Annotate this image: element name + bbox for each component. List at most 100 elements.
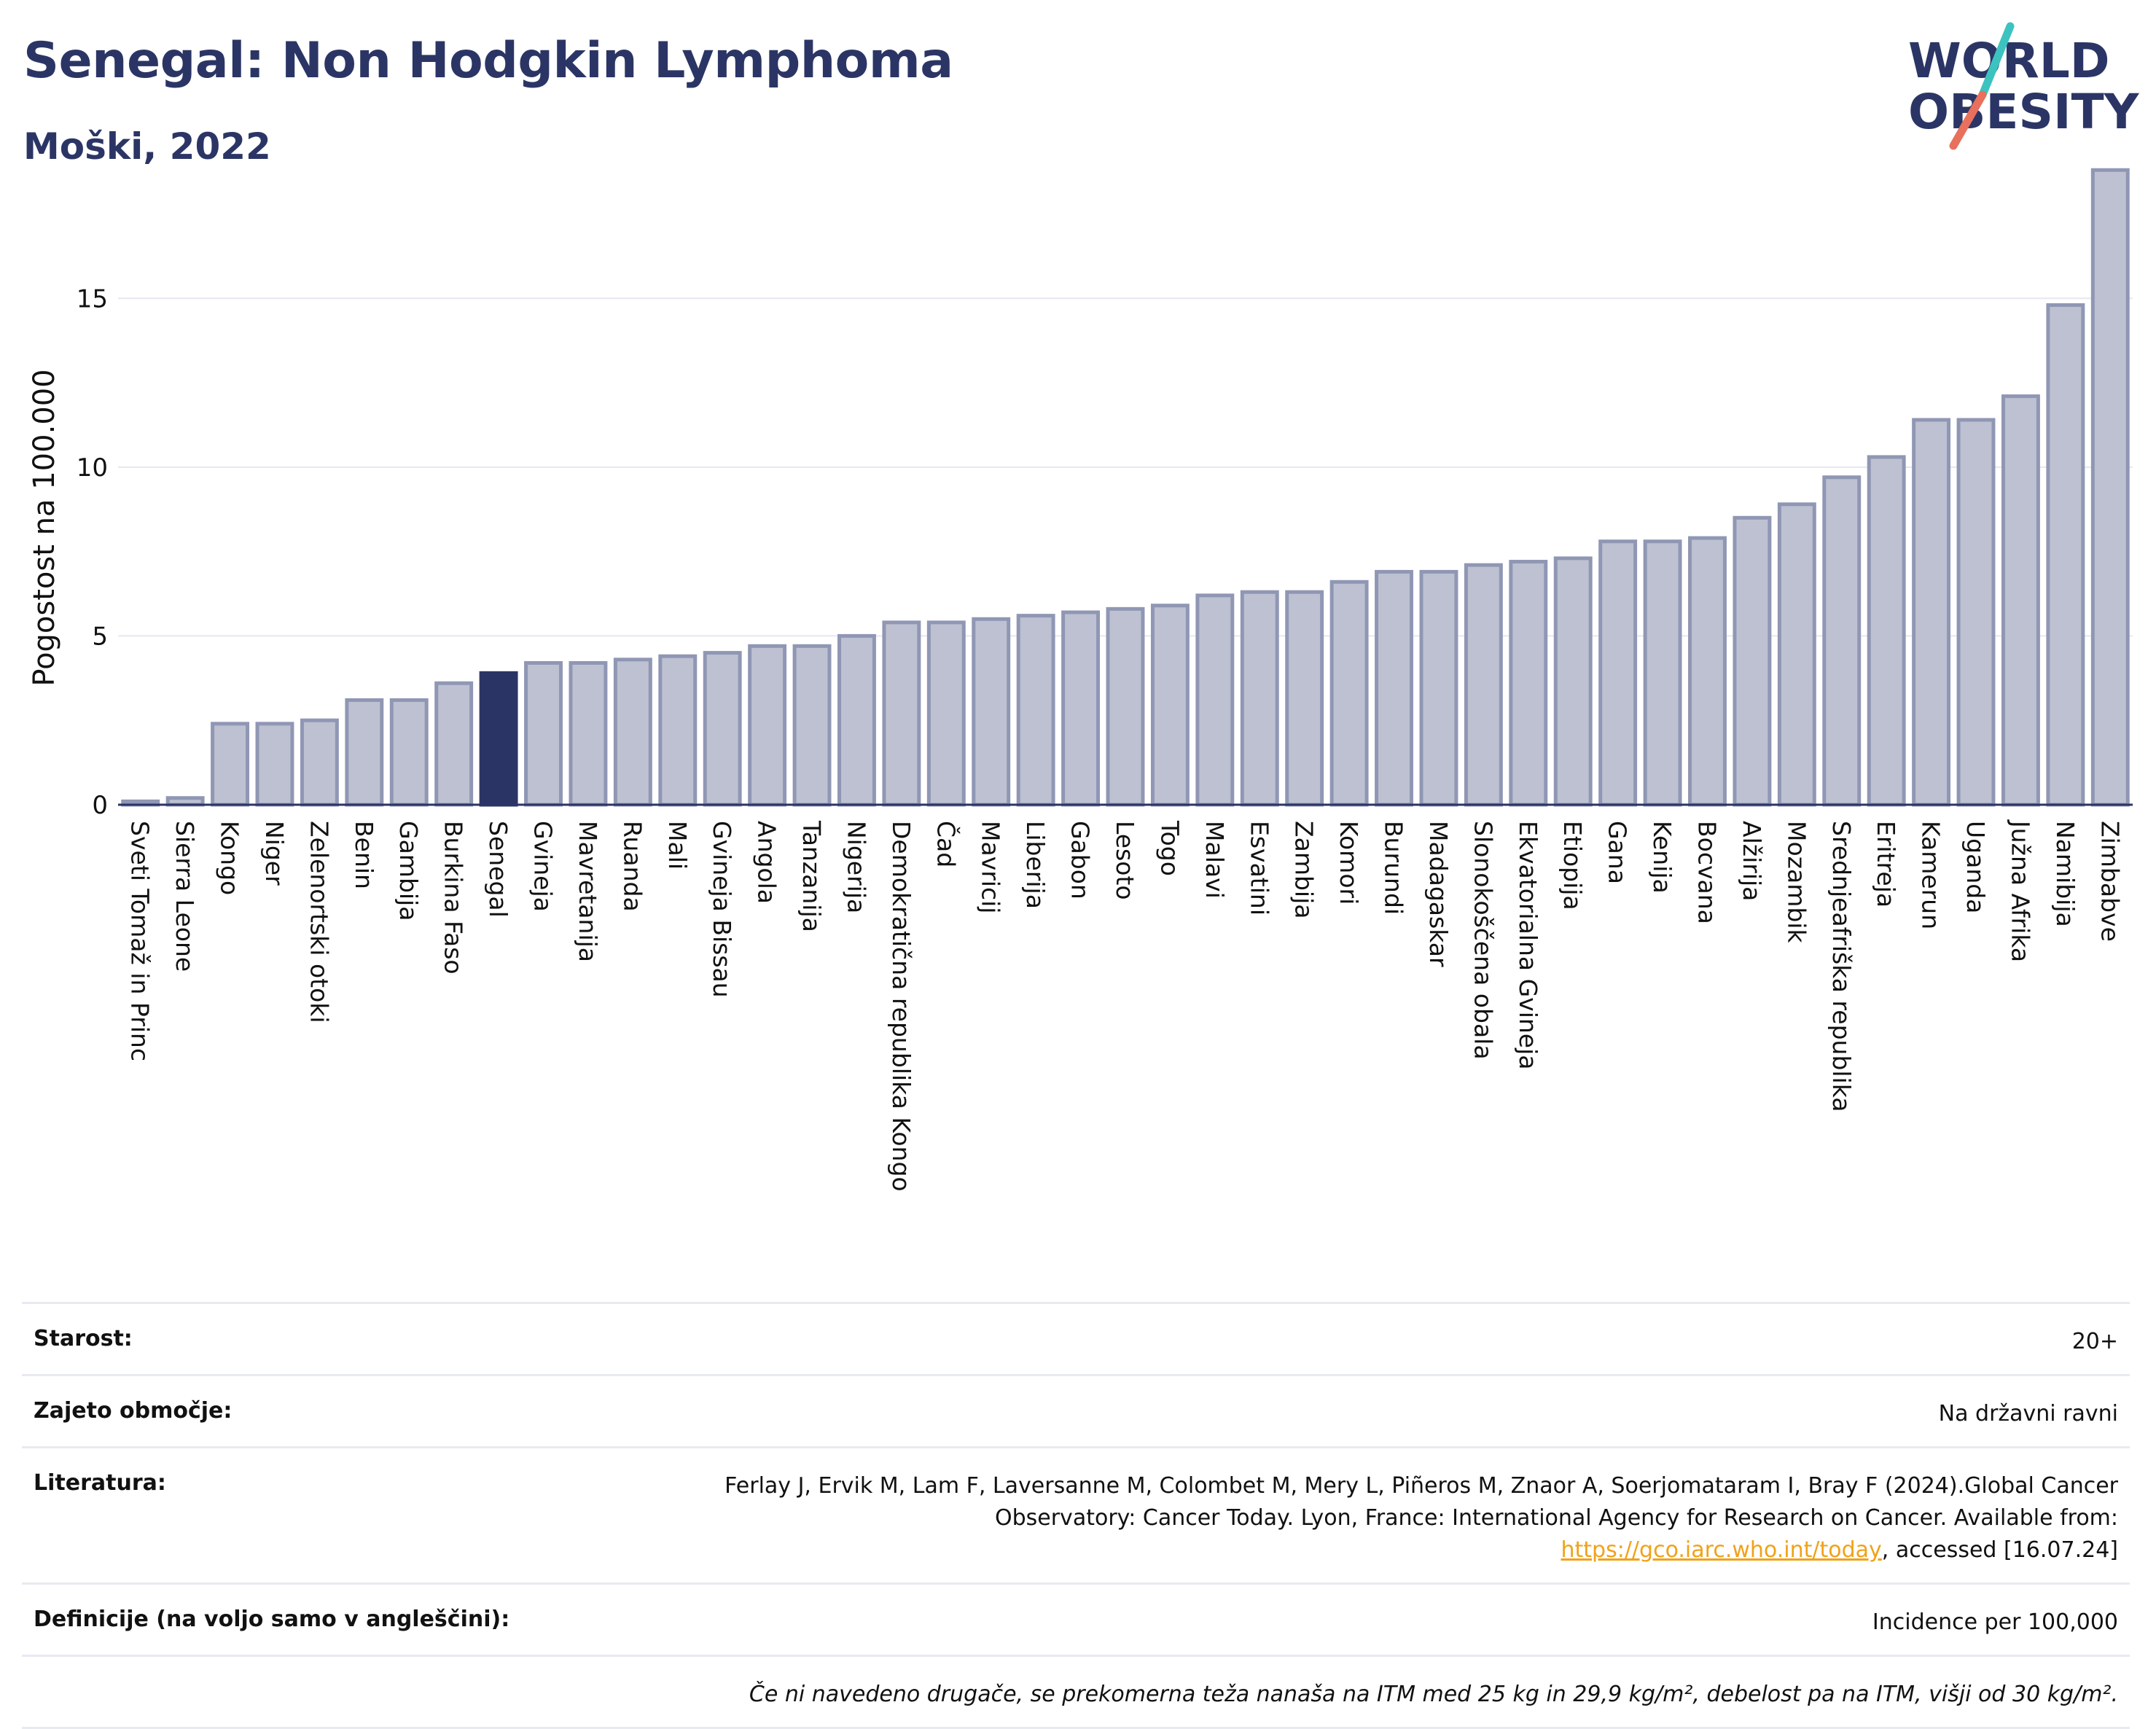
info-row-note: Če ni navedeno drugače, se prekomerna te…	[22, 1655, 2130, 1729]
bar-malavi[interactable]	[1195, 593, 1235, 807]
bar-burkina-faso[interactable]	[434, 681, 474, 807]
x-tick-label: Južna Afrika	[2006, 819, 2034, 962]
bar-komori[interactable]	[1329, 579, 1369, 807]
bar-eritreja[interactable]	[1867, 455, 1906, 807]
logo-slash-red	[1949, 90, 1987, 150]
x-tick-label: Demokratična republika Kongo	[887, 821, 915, 1192]
x-tick-label: Malavi	[1200, 821, 1229, 899]
world-obesity-logo: WORLD OBESITY	[1908, 22, 2140, 150]
bar-mavretanija[interactable]	[569, 660, 608, 807]
y-tick-label: 10	[77, 453, 108, 483]
bar-gambija[interactable]	[389, 698, 429, 807]
y-tick-label: 0	[92, 791, 108, 820]
bar-gvineja-bissau[interactable]	[703, 651, 742, 807]
bar-gabon[interactable]	[1061, 610, 1101, 807]
bar-kenija[interactable]	[1643, 539, 1682, 807]
bar-angola[interactable]	[748, 644, 787, 807]
x-tick-label: Mali	[663, 821, 692, 870]
bars	[121, 168, 2130, 807]
x-tick-label: Gana	[1604, 821, 1632, 884]
x-tick-label: Namibija	[2051, 821, 2079, 927]
x-tick-label: Gabon	[1066, 821, 1095, 899]
x-tick-label: Lesoto	[1111, 821, 1139, 900]
definitions-value: Incidence per 100,000	[1872, 1609, 2118, 1635]
bar-mozambik[interactable]	[1777, 502, 1816, 807]
bar-mavricij[interactable]	[972, 617, 1011, 807]
bar-nigerija[interactable]	[837, 633, 876, 807]
x-tick-label: Etiopija	[1558, 821, 1587, 910]
x-tick-label: Mavricij	[977, 821, 1005, 913]
literature-value: Ferlay J, Ervik M, Lam F, Laversanne M, …	[660, 1470, 2118, 1566]
coverage-label: Zajeto območje:	[34, 1398, 233, 1424]
bar-uganda[interactable]	[1956, 418, 1996, 807]
logo-word-world: WORLD	[1908, 33, 2110, 89]
bar-mali[interactable]	[658, 654, 698, 807]
bar-madagaskar[interactable]	[1419, 569, 1458, 807]
bar-burundi[interactable]	[1375, 569, 1413, 807]
x-tick-label: Madagaskar	[1424, 821, 1453, 967]
literature-suffix: , accessed [16.07.24]	[1881, 1537, 2118, 1563]
y-tick-label: 5	[92, 622, 108, 651]
bar-liberija[interactable]	[1016, 614, 1055, 807]
obesity-note: Če ni navedeno drugače, se prekomerna te…	[749, 1682, 2118, 1707]
bar-srednjeafriška-republika[interactable]	[1822, 475, 1862, 807]
bar-etiopija[interactable]	[1553, 556, 1593, 807]
x-axis-labels: Sveti Tomaž in Princ Sierra Leone Kongo Nig…	[126, 819, 2125, 1192]
x-tick-label: Tanzanija	[797, 820, 826, 932]
x-tick-label: Zelenortski otoki	[305, 821, 333, 1023]
literature-text: Ferlay J, Ervik M, Lam F, Laversanne M, …	[724, 1473, 2118, 1531]
x-tick-label: Niger	[260, 821, 289, 886]
x-tick-label: Ekvatorialna Gvineja	[1514, 821, 1542, 1069]
bar-kongo[interactable]	[211, 722, 250, 807]
y-axis-ticks: 0 5 10 15	[77, 284, 108, 820]
bar-tanzanija[interactable]	[792, 644, 832, 807]
bar-južna-afrika[interactable]	[2001, 394, 2040, 807]
x-tick-label: Kamerun	[1917, 821, 1945, 929]
bar-demokratična-republika-kongo[interactable]	[882, 620, 921, 807]
bar-ruanda[interactable]	[613, 657, 652, 807]
x-tick-label: Eritreja	[1872, 821, 1900, 908]
bar-namibija[interactable]	[2046, 303, 2085, 807]
x-tick-label: Togo	[1155, 820, 1184, 876]
x-tick-label: Sveti Tomaž in Princ	[126, 821, 155, 1061]
literature-label: Literatura:	[34, 1470, 166, 1496]
info-row-age: Starost: 20+	[22, 1302, 2130, 1374]
x-tick-label: Burkina Faso	[440, 821, 468, 975]
x-tick-label: Kenija	[1648, 821, 1676, 894]
x-tick-label: Alžirija	[1738, 821, 1766, 901]
x-tick-label: Gvineja Bissau	[708, 821, 736, 998]
bar-gvineja[interactable]	[524, 660, 563, 807]
info-row-coverage: Zajeto območje: Na državni ravni	[22, 1374, 2130, 1446]
age-label: Starost:	[34, 1326, 133, 1351]
bar-gana[interactable]	[1598, 539, 1638, 807]
bar-senegal[interactable]	[479, 671, 518, 807]
bar-slonokoščena-obala[interactable]	[1464, 563, 1503, 807]
bar-esvatini[interactable]	[1240, 590, 1279, 807]
x-tick-label: Esvatini	[1245, 821, 1273, 916]
bar-zimbabve[interactable]	[2090, 168, 2130, 807]
bar-niger[interactable]	[255, 722, 294, 807]
bar-kamerun[interactable]	[1912, 418, 1951, 807]
definitions-label: Definicije (na voljo samo v angleščini):	[34, 1607, 510, 1632]
x-tick-label: Gambija	[394, 821, 423, 921]
info-row-literature: Literatura: Ferlay J, Ervik M, Lam F, La…	[22, 1446, 2130, 1582]
literature-link[interactable]: https://gco.iarc.who.int/today	[1561, 1537, 1882, 1563]
chart-title: Senegal: Non Hodgkin Lymphoma	[23, 32, 953, 90]
x-tick-label: Nigerija	[842, 821, 870, 913]
chart-subtitle: Moški, 2022	[23, 125, 271, 168]
bar-čad[interactable]	[926, 620, 966, 807]
x-tick-label: Mavretanija	[574, 821, 602, 962]
bar-togo[interactable]	[1150, 604, 1190, 807]
logo-word-obesity: OBESITY	[1908, 84, 2140, 140]
bar-zambija[interactable]	[1285, 590, 1324, 807]
bar-zelenortski-otoki[interactable]	[300, 718, 339, 807]
x-tick-label: Bocvana	[1692, 821, 1721, 924]
bar-alžirija[interactable]	[1733, 515, 1772, 807]
x-tick-label: Uganda	[1961, 821, 1990, 913]
bar-bocvana[interactable]	[1688, 536, 1727, 807]
info-table: Starost: 20+ Zajeto območje: Na državni …	[22, 1302, 2130, 1729]
bar-benin[interactable]	[345, 698, 384, 807]
bar-lesoto[interactable]	[1106, 606, 1145, 807]
y-tick-label: 15	[77, 284, 108, 313]
bar-ekvatorialna-gvineja[interactable]	[1509, 560, 1548, 807]
